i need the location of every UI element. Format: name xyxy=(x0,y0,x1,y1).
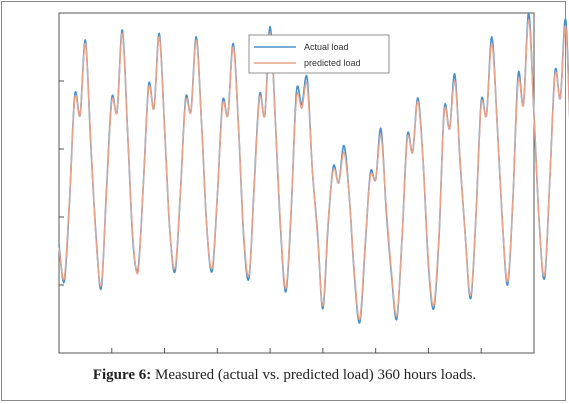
legend-label-predicted: predicted load xyxy=(304,58,361,68)
figure-caption: Figure 6: Measured (actual vs. predicted… xyxy=(0,367,569,384)
legend-box xyxy=(248,34,390,74)
caption-label: Figure 6: xyxy=(92,367,152,383)
axis-ticks xyxy=(59,80,482,353)
legend: Actual load predicted load xyxy=(248,34,390,74)
series-line-predicted xyxy=(58,19,569,321)
series-lines xyxy=(58,12,569,324)
caption-text: Measured (actual vs. predicted load) 360… xyxy=(151,367,477,383)
legend-label-actual: Actual load xyxy=(304,42,349,52)
